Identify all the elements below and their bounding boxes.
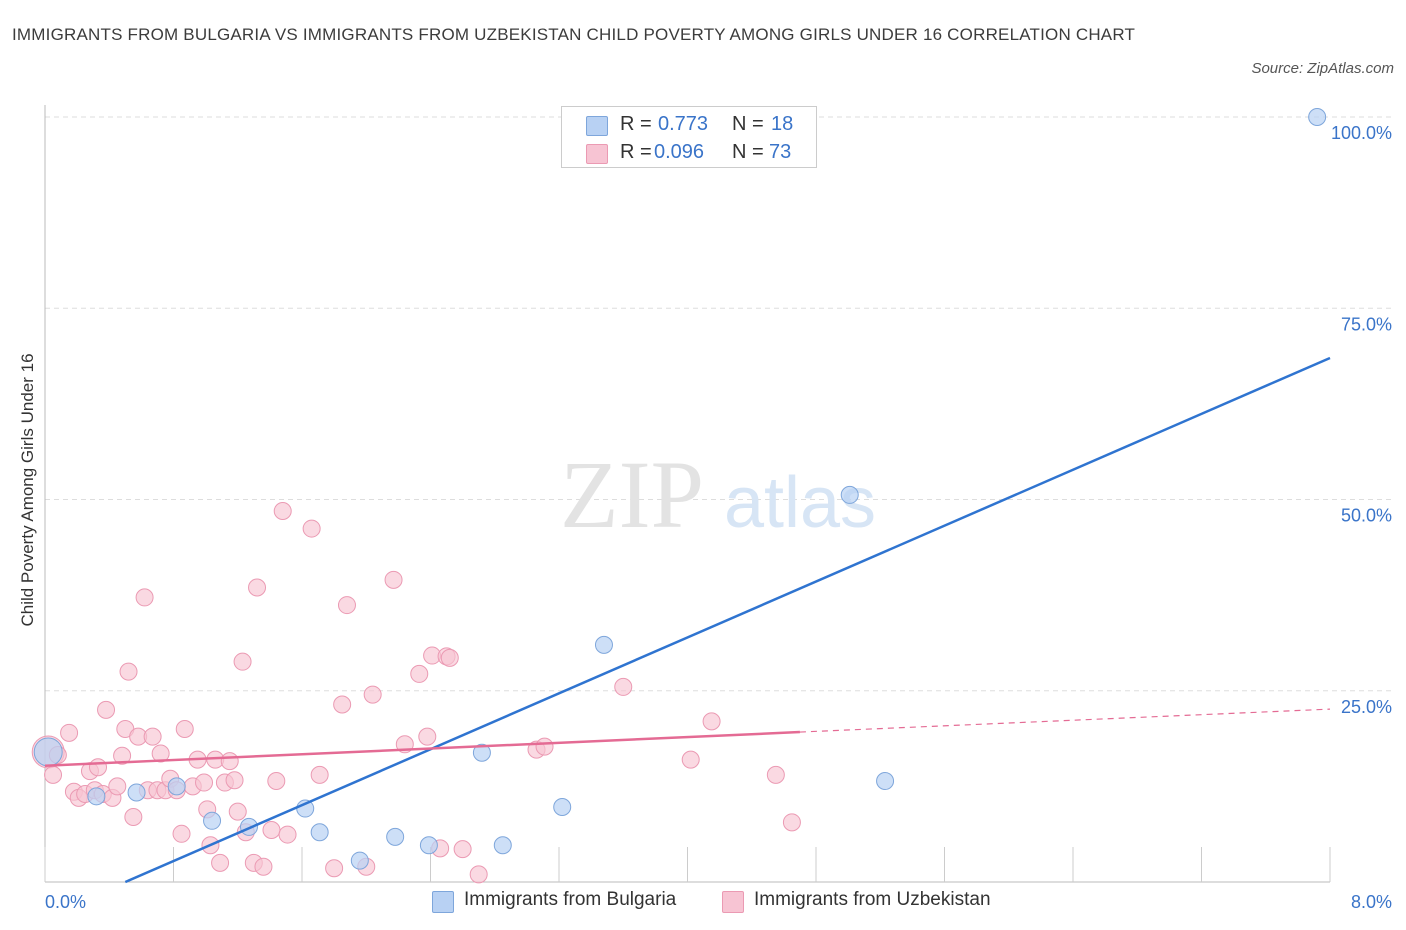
bulgaria-point [350, 851, 369, 870]
n-value: 18 [771, 113, 794, 135]
uzbekistan-points [31, 501, 801, 884]
bulgaria-point [167, 777, 186, 796]
bulgaria-point [203, 811, 222, 830]
bulgaria-point [386, 827, 405, 846]
uzbekistan-point [766, 765, 785, 784]
uzbekistan-point [453, 840, 472, 859]
bulgaria-point [876, 772, 895, 791]
trend-lines [44, 356, 1331, 884]
r-label: R = [620, 113, 652, 135]
uzbekistan-point [143, 727, 162, 746]
uzbekistan-point [151, 744, 170, 763]
bulgaria-point [33, 737, 63, 767]
stats-legend: R = 0.773 N = 18 R = 0.096 N = 73 [561, 106, 817, 168]
bulgaria-legend-swatch [432, 891, 454, 913]
uzbekistan-point [273, 501, 292, 520]
y-tick-label: 25.0% [1341, 697, 1392, 717]
uzbekistan-trend-line [44, 730, 800, 767]
bulgaria-point [594, 635, 613, 654]
watermark-zip: ZIP [560, 441, 704, 548]
uzbekistan-point [175, 720, 194, 738]
bulgaria-point [493, 836, 512, 855]
uzbekistan-point [410, 664, 429, 683]
legend-label-uzbekistan: Immigrants from Uzbekistan [754, 889, 991, 910]
uzbekistan-point [254, 857, 273, 876]
y-tick-label: 50.0% [1341, 506, 1392, 526]
uzbekistan-point [44, 765, 63, 784]
uzbekistan-point [310, 765, 329, 784]
uzbekistan-point [248, 578, 267, 597]
uzbekistan-point [302, 519, 321, 538]
uzbekistan-point [89, 758, 108, 777]
r-value: 0.773 [658, 113, 709, 135]
y-tick-labels: 25.0% 50.0% 75.0% 100.0% [1331, 123, 1392, 717]
bulgaria-trend-line [124, 356, 1331, 884]
bulgaria-point [553, 798, 572, 817]
uzbekistan-point [363, 685, 382, 704]
y-tick-label: 75.0% [1341, 314, 1392, 334]
uzbekistan-point [119, 662, 138, 681]
bulgaria-point [472, 743, 491, 762]
uzbekistan-point [782, 813, 801, 832]
uzbekistan-point [60, 723, 79, 742]
n-label: N = [732, 141, 764, 163]
uzbekistan-point [418, 727, 437, 746]
uzbekistan-point [172, 824, 191, 843]
n-label: N = [732, 113, 764, 135]
y-axis-label: Child Poverty Among Girls Under 16 [18, 353, 37, 627]
legend-label-bulgaria: Immigrants from Bulgaria [464, 889, 677, 910]
uzbekistan-point [108, 777, 127, 796]
uzbekistan-point [113, 746, 132, 765]
x-tick-label: 0.0% [45, 892, 86, 912]
uzbekistan-trend-extension [799, 708, 1331, 733]
r-label: R = [620, 141, 652, 163]
uzbekistan-point [333, 695, 352, 714]
uzbekistan-point [262, 820, 281, 839]
uzbekistan-point [228, 802, 247, 821]
uzbekistan-point [337, 596, 356, 615]
source-label: Source: ZipAtlas.com [1251, 60, 1394, 77]
bulgaria-point [840, 485, 859, 504]
uzbekistan-point [440, 648, 459, 667]
uzbekistan-point [211, 853, 230, 872]
uzbekistan-point [469, 865, 488, 884]
r-value: 0.096 [654, 141, 705, 163]
bulgaria-point [127, 783, 146, 802]
chart-title: IMMIGRANTS FROM BULGARIA VS IMMIGRANTS F… [12, 25, 1136, 44]
watermark: ZIP atlas [560, 441, 876, 548]
uzbekistan-point [535, 737, 554, 756]
uzbekistan-point [681, 750, 700, 769]
uzbekistan-point [124, 807, 143, 826]
uzbekistan-swatch [586, 144, 608, 164]
y-tick-label: 100.0% [1331, 123, 1392, 143]
grid [45, 116, 1392, 692]
uzbekistan-legend-swatch [722, 891, 744, 913]
n-value: 73 [769, 141, 792, 163]
bulgaria-point [419, 836, 438, 855]
uzbekistan-point [325, 859, 344, 878]
uzbekistan-point [225, 771, 244, 790]
uzbekistan-point [384, 570, 403, 589]
bulgaria-point [87, 787, 106, 806]
x-tick-label: 8.0% [1351, 892, 1392, 912]
uzbekistan-point [220, 752, 239, 771]
x-tick-labels: 0.0% 8.0% [45, 892, 1392, 912]
uzbekistan-point [135, 588, 154, 607]
uzbekistan-point [195, 773, 214, 792]
uzbekistan-point [267, 772, 286, 791]
bulgaria-point [310, 823, 329, 842]
uzbekistan-point [278, 825, 297, 844]
bulgaria-swatch [586, 116, 608, 136]
uzbekistan-point [233, 652, 252, 671]
uzbekistan-point [614, 677, 633, 696]
uzbekistan-point [97, 700, 116, 719]
uzbekistan-point [702, 712, 721, 731]
bulgaria-point [1308, 108, 1327, 126]
